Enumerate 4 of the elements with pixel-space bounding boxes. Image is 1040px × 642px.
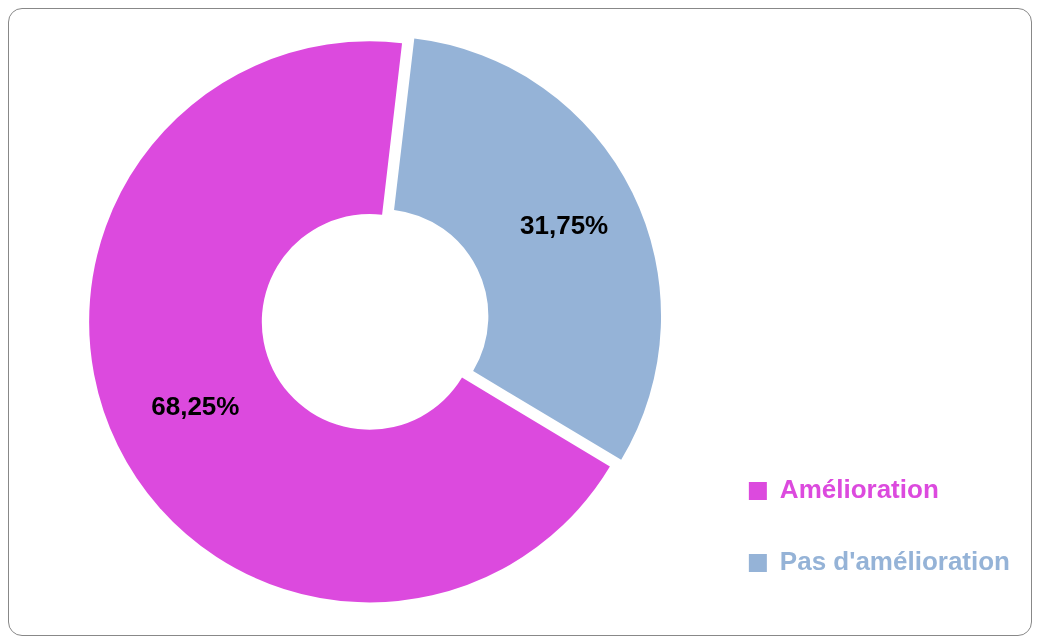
data-label: 31,75% bbox=[520, 209, 609, 240]
legend-label: Amélioration bbox=[779, 474, 939, 505]
data-label: 68,25% bbox=[151, 390, 240, 421]
legend-label: Pas d'amélioration bbox=[779, 546, 1010, 577]
